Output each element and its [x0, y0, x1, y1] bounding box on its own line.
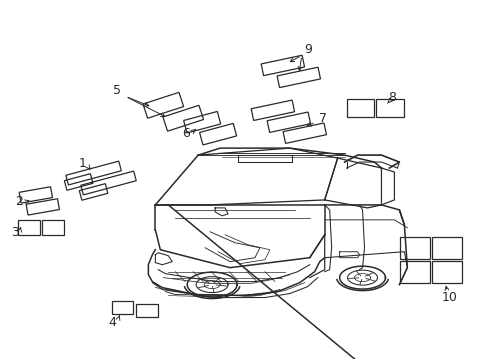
Text: 7: 7: [318, 112, 327, 125]
Text: 3: 3: [11, 226, 19, 239]
Text: 6: 6: [182, 127, 190, 140]
Text: 1: 1: [79, 157, 87, 170]
Text: 9: 9: [304, 43, 312, 56]
Text: 4: 4: [109, 316, 117, 329]
Text: 10: 10: [441, 291, 457, 304]
Text: 2: 2: [15, 195, 23, 208]
Text: 5: 5: [114, 84, 122, 97]
Text: 8: 8: [389, 91, 396, 104]
